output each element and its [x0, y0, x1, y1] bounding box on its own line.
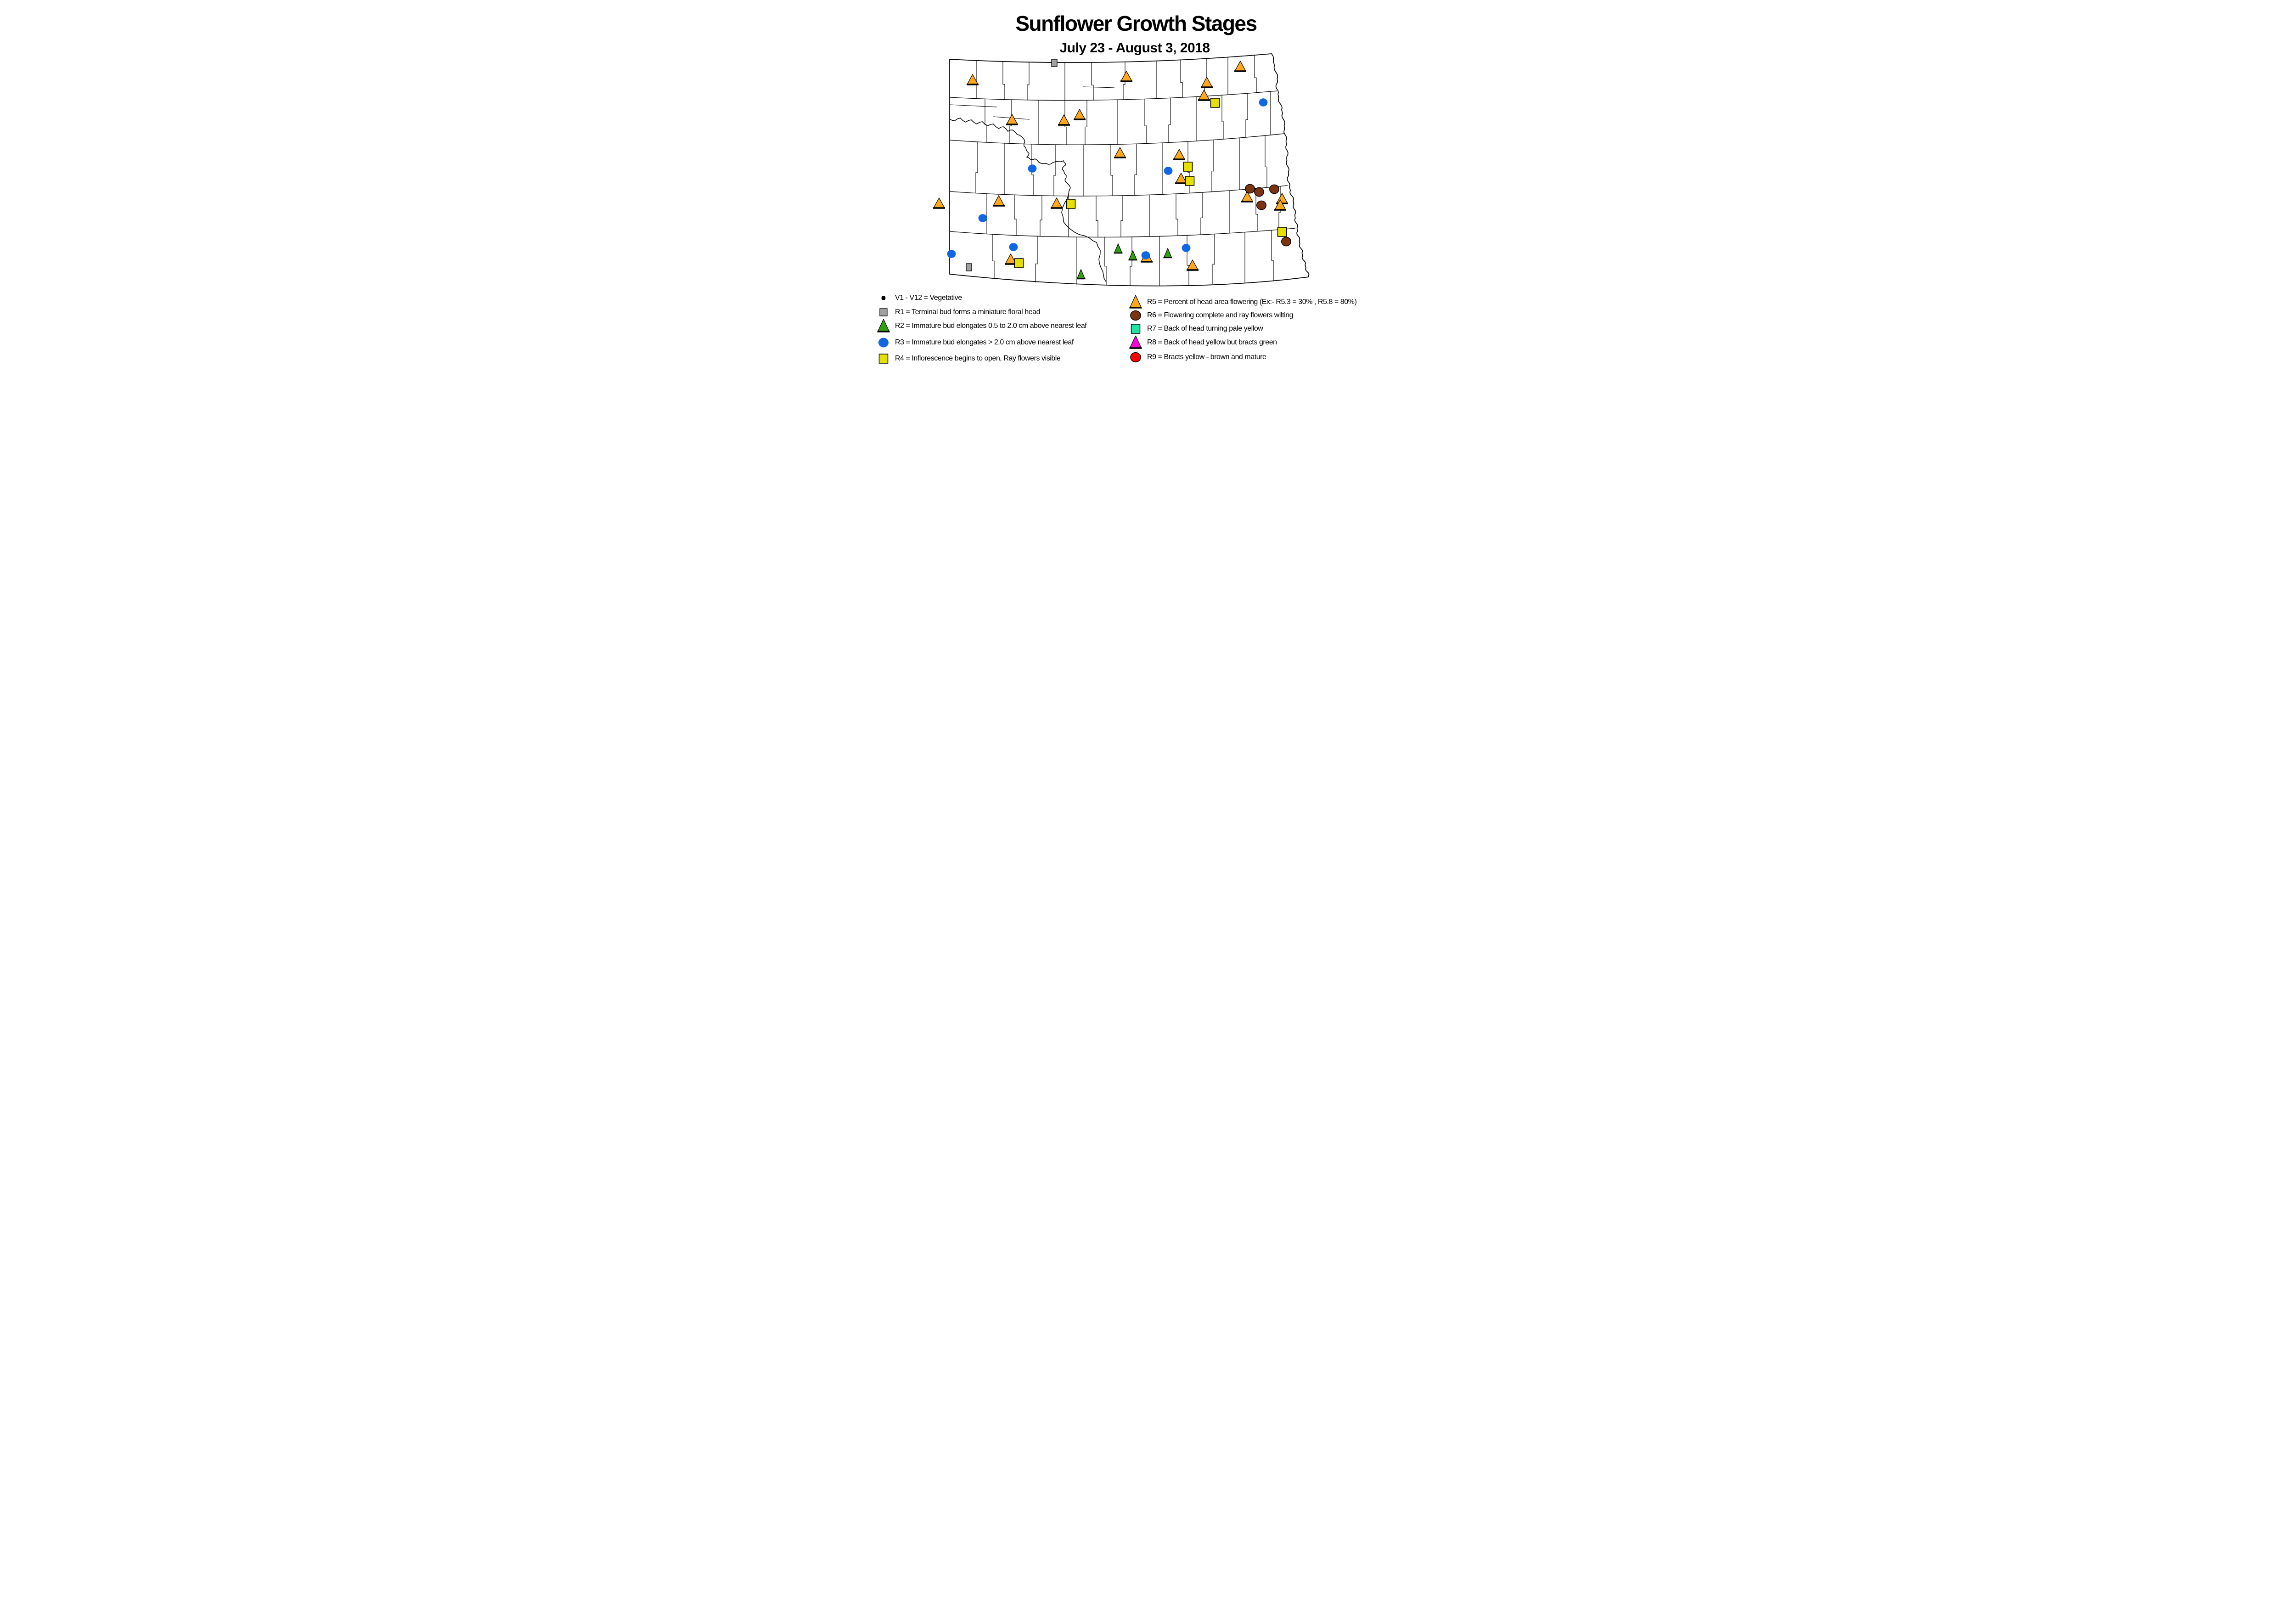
- marker-r3-circle: [1009, 243, 1018, 251]
- marker-r5-triangle: [1241, 191, 1254, 203]
- marker-r5-triangle: [933, 197, 945, 209]
- marker-r5-triangle: [1200, 76, 1213, 88]
- marker-r5-triangle: [1234, 60, 1247, 72]
- marker-r4-square: [1210, 98, 1220, 108]
- marker-r2-triangle: [1076, 269, 1086, 280]
- legend-label-r9: R9 = Bracts yellow - brown and mature: [1147, 353, 1266, 361]
- legend-item-r2: R2 = Immature bud elongates 0.5 to 2.0 c…: [876, 319, 1087, 333]
- legend-label-v: V1 - V12 = Vegetative: [895, 294, 962, 302]
- missouri-river-line: [949, 118, 1106, 282]
- legend-label-r8: R8 = Back of head yellow but bracts gree…: [1147, 338, 1277, 346]
- legend-square-r4-icon: [878, 354, 889, 364]
- marker-r1-square: [966, 263, 972, 271]
- legend-label-r3: R3 = Immature bud elongates > 2.0 cm abo…: [895, 338, 1074, 346]
- page: Sunflower Growth Stages July 23 - August…: [793, 0, 1503, 375]
- marker-r5-triangle: [1198, 89, 1210, 101]
- marker-r5-triangle: [1073, 108, 1086, 120]
- legend-label-r1: R1 = Terminal bud forms a miniature flor…: [895, 308, 1041, 316]
- legend-item-r6: R6 = Flowering complete and ray flowers …: [1128, 309, 1294, 322]
- legend-item-r7: R7 = Back of head turning pale yellow: [1128, 322, 1263, 336]
- marker-r5-triangle: [1274, 199, 1287, 211]
- legend-item-v: V1 - V12 = Vegetative: [876, 291, 962, 305]
- marker-r5-triangle: [1058, 114, 1070, 126]
- legend-dot-v-icon: [881, 296, 886, 300]
- marker-r5-triangle: [1120, 70, 1133, 82]
- legend-label-r7: R7 = Back of head turning pale yellow: [1147, 325, 1263, 332]
- marker-r5-triangle: [1114, 146, 1126, 158]
- marker-r4-square: [1185, 176, 1195, 186]
- legend-square-r7-icon: [1131, 324, 1141, 334]
- legend-label-r4: R4 = Inflorescence begins to open, Ray f…: [895, 355, 1061, 362]
- legend-circle-r9-icon: [1130, 352, 1141, 363]
- legend-label-r6: R6 = Flowering complete and ray flowers …: [1147, 311, 1294, 319]
- marker-r3-circle: [1259, 98, 1268, 107]
- state-shape: [950, 54, 1309, 286]
- page-subtitle: July 23 - August 3, 2018: [1059, 40, 1210, 56]
- legend-triangle-r8-icon: [1129, 336, 1142, 349]
- legend-square-r1-icon: [879, 308, 888, 316]
- legend-triangle-r2-icon: [877, 319, 890, 332]
- marker-r3-circle: [1141, 251, 1150, 259]
- legend-item-r1: R1 = Terminal bud forms a miniature flor…: [876, 305, 1041, 319]
- legend-item-r9: R9 = Bracts yellow - brown and mature: [1128, 350, 1266, 364]
- legend-label-r2: R2 = Immature bud elongates 0.5 to 2.0 c…: [895, 322, 1087, 330]
- marker-r5-triangle: [1186, 259, 1199, 271]
- marker-r5-triangle: [966, 73, 979, 85]
- county-boundaries: [949, 55, 1296, 286]
- marker-r2-triangle: [1163, 248, 1172, 259]
- marker-r6-circle: [1269, 184, 1279, 194]
- marker-r4-square: [1066, 199, 1076, 209]
- marker-r5-triangle: [1050, 197, 1063, 209]
- legend-label-r5: R5 = Percent of head area flowering (Ex:…: [1147, 298, 1357, 306]
- marker-r5-triangle: [1006, 113, 1019, 125]
- marker-r1-square: [1051, 59, 1058, 67]
- marker-r5-triangle: [1173, 148, 1186, 160]
- marker-r4-square: [1277, 227, 1287, 237]
- legend-circle-r3-icon: [878, 338, 889, 348]
- marker-r3-circle: [978, 214, 987, 222]
- legend-item-r4: R4 = Inflorescence begins to open, Ray f…: [876, 352, 1061, 366]
- marker-r4-square: [1014, 258, 1024, 268]
- marker-r3-circle: [1182, 244, 1191, 252]
- marker-r5-triangle: [1175, 172, 1187, 184]
- marker-r6-circle: [1281, 236, 1291, 247]
- legend-circle-r6-icon: [1130, 310, 1141, 321]
- marker-r5-triangle: [992, 195, 1005, 207]
- page-title: Sunflower Growth Stages: [1015, 11, 1257, 35]
- state-border: [949, 53, 1310, 287]
- marker-r3-circle: [1028, 164, 1037, 173]
- marker-r6-circle: [1254, 187, 1264, 197]
- marker-r3-circle: [947, 250, 956, 258]
- marker-r2-triangle: [1114, 243, 1123, 254]
- legend-item-r8: R8 = Back of head yellow but bracts gree…: [1128, 336, 1277, 349]
- marker-r6-circle: [1245, 184, 1255, 194]
- legend-item-r5: R5 = Percent of head area flowering (Ex:…: [1128, 295, 1357, 309]
- marker-r2-triangle: [1128, 250, 1137, 261]
- marker-r3-circle: [1164, 167, 1173, 175]
- legend-item-r3: R3 = Immature bud elongates > 2.0 cm abo…: [876, 336, 1074, 349]
- north-dakota-county-map: [933, 53, 1310, 287]
- legend-triangle-r5-icon: [1129, 295, 1142, 309]
- marker-r4-square: [1183, 162, 1193, 172]
- growth-stage-markers: [933, 59, 1291, 280]
- marker-r6-circle: [1256, 200, 1266, 210]
